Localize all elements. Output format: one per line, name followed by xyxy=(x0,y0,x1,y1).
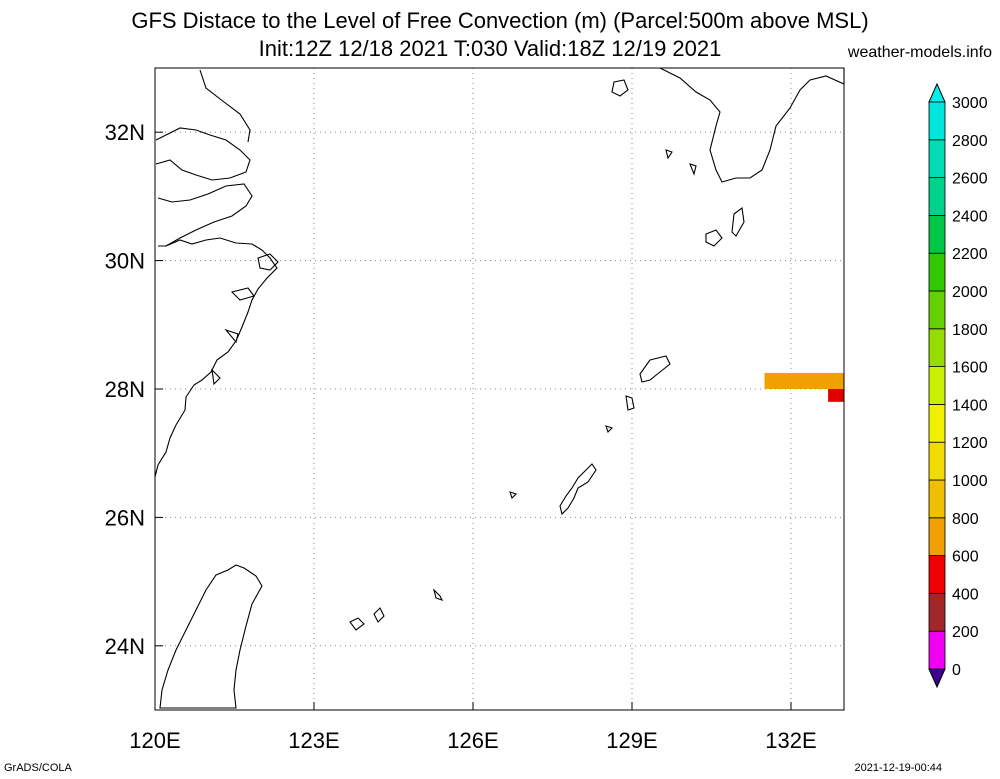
colorbar-swatch-10 xyxy=(928,290,946,330)
yangtze-delta xyxy=(155,127,251,181)
tokunoshima xyxy=(625,395,635,411)
colorbar-label-12: 2400 xyxy=(952,208,988,225)
goto-islands xyxy=(611,79,629,97)
software-credit: GrADS/COLA xyxy=(4,762,72,774)
okinoerabu xyxy=(605,425,614,434)
yakushima xyxy=(705,229,723,247)
colorbar-label-6: 1200 xyxy=(952,435,988,452)
colorbar-arrow-top xyxy=(928,82,946,103)
colorbar-swatch-5 xyxy=(928,479,946,519)
longitude-axis: 120E 123E 126E 129E 132E xyxy=(129,702,817,753)
site-credit: weather-models.info xyxy=(847,44,992,61)
graticule xyxy=(154,68,844,710)
koshiki-islands xyxy=(665,149,697,176)
colorbar-swatch-12 xyxy=(928,214,946,254)
colorbar-label-4: 800 xyxy=(952,511,979,528)
lat-tick-label-3: 30N xyxy=(105,249,145,274)
lon-tick-label-0: 120E xyxy=(129,728,180,753)
coastlines xyxy=(154,67,845,709)
lon-tick-label-3: 129E xyxy=(606,728,657,753)
colorbar-label-10: 2000 xyxy=(952,284,988,301)
colorbar-swatch-4 xyxy=(928,517,946,556)
colorbar-label-2: 400 xyxy=(952,586,979,603)
colorbar-swatch-14 xyxy=(928,139,946,179)
colorbar-swatch-7 xyxy=(928,403,946,443)
colorbar-swatch-2 xyxy=(928,593,946,632)
latitude-axis: 24N 26N 28N 30N 32N xyxy=(105,120,163,659)
north-coast xyxy=(199,69,251,143)
colorbar-label-1: 200 xyxy=(952,624,979,641)
china-coast xyxy=(154,237,278,478)
colorbar-swatch-6 xyxy=(928,441,946,481)
lat-tick-label-1: 26N xyxy=(105,505,145,530)
colorbar-label-13: 2600 xyxy=(952,171,988,188)
hangzhou-bay xyxy=(157,183,253,247)
zhoushan-islands xyxy=(211,253,279,386)
kyushu xyxy=(659,67,845,183)
amami-island xyxy=(639,355,671,383)
lat-tick-label-4: 32N xyxy=(105,120,145,145)
taiwan xyxy=(159,564,263,709)
lat-tick-label-0: 24N xyxy=(105,634,145,659)
colorbar-label-7: 1400 xyxy=(952,397,988,414)
okinawa-island xyxy=(559,463,597,516)
shaded-region-0 xyxy=(764,372,844,389)
lat-tick-label-2: 28N xyxy=(105,377,145,402)
colorbar-swatch-3 xyxy=(928,555,946,594)
colorbar-label-9: 1800 xyxy=(952,322,988,339)
colorbar-label-8: 1600 xyxy=(952,360,988,377)
colorbar-label-5: 1000 xyxy=(952,473,988,490)
colorbar-label-15: 3000 xyxy=(952,95,988,112)
colorbar-swatch-13 xyxy=(928,177,946,216)
colorbar-arrow-bottom xyxy=(928,668,946,689)
map-title: GFS Distace to the Level of Free Convect… xyxy=(131,8,869,33)
colorbar-label-14: 2800 xyxy=(952,133,988,150)
shaded-region-1 xyxy=(828,389,844,402)
colorbar: 0 200 400 600 800 1000 1200 1400 1600 1800 2000 220… xyxy=(928,82,988,689)
map-subtitle: Init:12Z 12/18 2021 T:030 Valid:18Z 12/1… xyxy=(258,36,722,61)
kume-island xyxy=(509,491,518,500)
colorbar-swatch-9 xyxy=(928,328,946,367)
generation-timestamp: 2021-12-19-00:44 xyxy=(854,762,942,774)
lon-tick-label-1: 123E xyxy=(288,728,339,753)
shaded-field xyxy=(764,372,844,402)
lon-tick-label-4: 132E xyxy=(765,728,816,753)
ishigaki-island xyxy=(349,607,385,631)
miyako-island xyxy=(432,588,444,601)
colorbar-swatch-15 xyxy=(928,101,946,141)
lon-tick-label-2: 126E xyxy=(447,728,498,753)
colorbar-label-0: 0 xyxy=(952,662,961,679)
colorbar-label-3: 600 xyxy=(952,549,979,566)
tanegashima xyxy=(731,207,745,237)
colorbar-swatch-11 xyxy=(928,252,946,292)
colorbar-label-11: 2200 xyxy=(952,246,988,263)
colorbar-swatch-1 xyxy=(928,630,946,670)
colorbar-swatch-8 xyxy=(928,366,946,405)
